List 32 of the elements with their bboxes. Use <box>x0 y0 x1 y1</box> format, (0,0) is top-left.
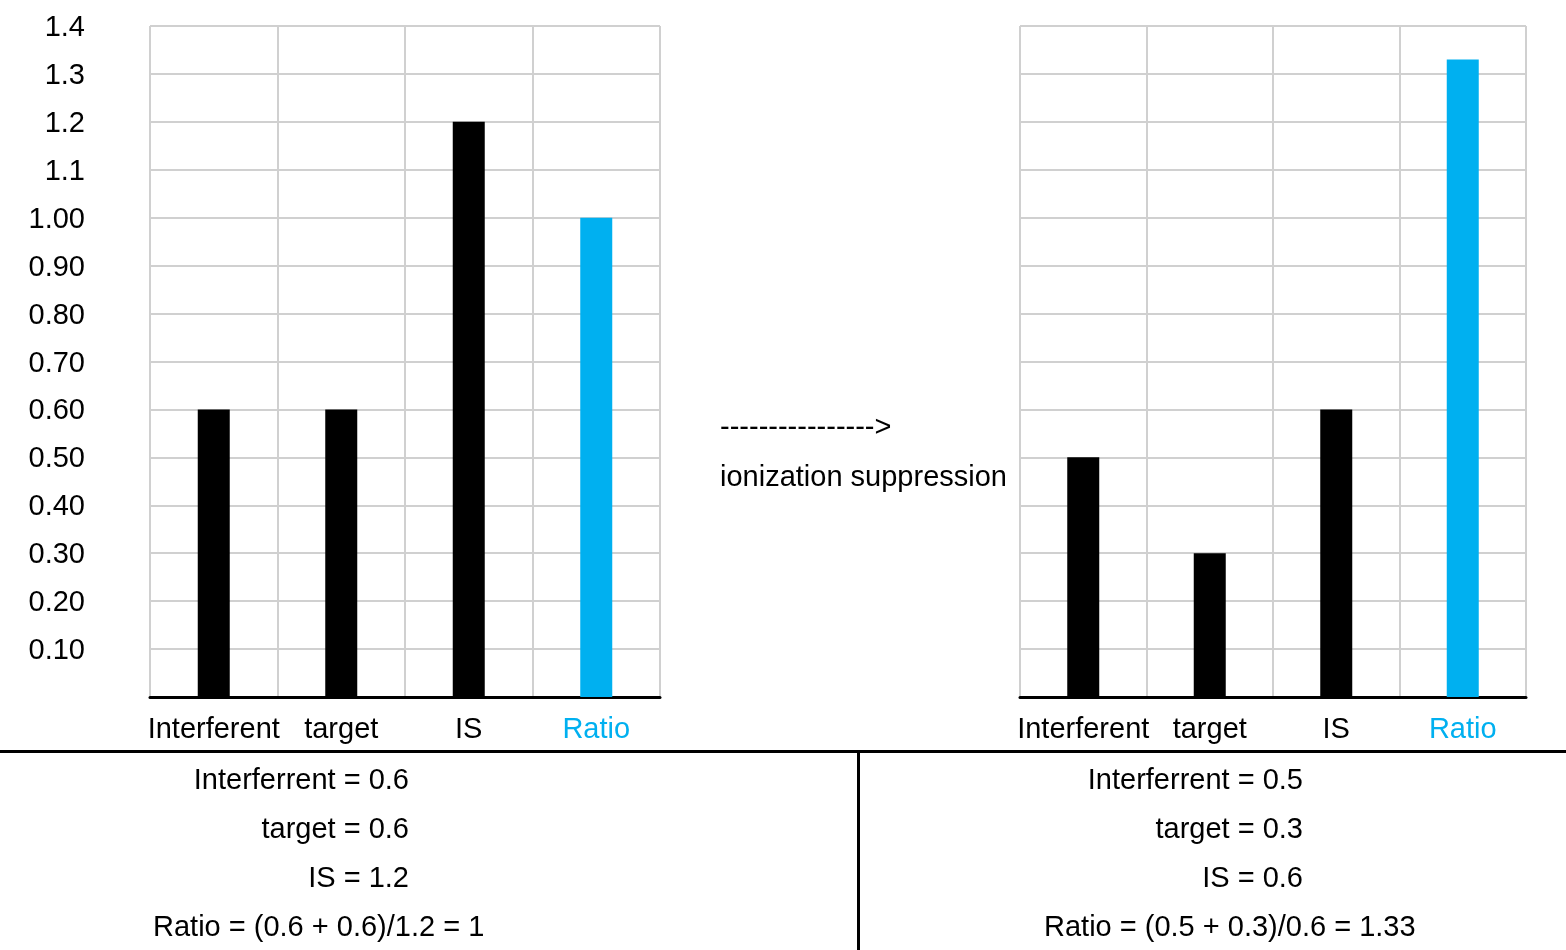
x-tick-label: Ratio <box>1428 711 1497 744</box>
text: Ratio = (0.5 + 0.3)/0.6 = 1.33 <box>1044 910 1416 943</box>
text: Ratio = (0.6 + 0.6)/1.2 = 1 <box>153 910 485 943</box>
text: target = 0.6 <box>261 812 409 845</box>
x-tick-label: Interferent <box>147 711 280 744</box>
y-tick-label: 0.70 <box>28 345 85 378</box>
y-tick-label: 0.10 <box>28 633 85 666</box>
y-tick-label: 1.3 <box>44 57 85 90</box>
x-tick-label: target <box>1172 711 1247 744</box>
y-tick-label: 0.30 <box>28 537 85 570</box>
y-tick-label: 0.40 <box>28 489 85 522</box>
y-tick-label: 1.4 <box>44 10 85 42</box>
y-tick-label: 0.60 <box>28 393 85 426</box>
text: Interferrent = 0.6 <box>193 763 409 796</box>
text: target = 0.3 <box>1155 812 1303 845</box>
y-tick-label: 0.80 <box>28 297 85 330</box>
y-tick-label: 0.90 <box>28 249 85 282</box>
y-tick-label: 0.20 <box>28 585 85 618</box>
x-tick-label: target <box>304 711 379 744</box>
text: IS = 1.2 <box>308 861 409 894</box>
x-tick-label: IS <box>1322 711 1350 744</box>
x-tick-label: Ratio <box>562 711 631 744</box>
text: ionization suppression <box>720 460 1007 493</box>
y-tick-label: 1.00 <box>28 201 85 234</box>
y-tick-label: 1.2 <box>44 105 85 138</box>
text: IS = 0.6 <box>1202 861 1303 894</box>
y-tick-label: 0.50 <box>28 441 85 474</box>
text: Interferrent = 0.5 <box>1087 763 1303 796</box>
x-tick-label: Interferent <box>1017 711 1150 744</box>
y-tick-label: 1.1 <box>44 153 85 186</box>
text: ----------------> <box>720 410 892 443</box>
x-tick-label: IS <box>455 711 483 744</box>
